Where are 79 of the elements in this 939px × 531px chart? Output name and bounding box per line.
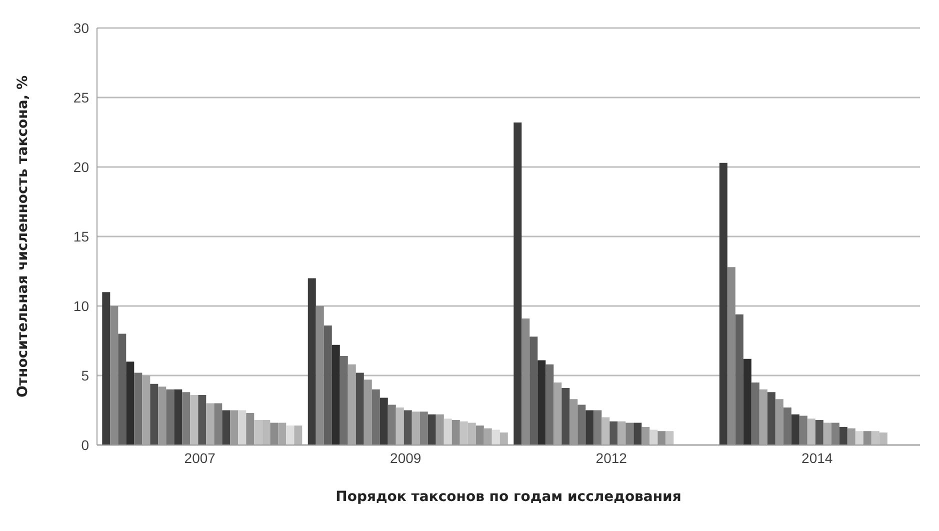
- bar: [308, 278, 316, 445]
- bar: [514, 122, 522, 445]
- bar: [562, 388, 570, 445]
- bar: [751, 382, 760, 445]
- bar: [286, 426, 294, 445]
- y-tick-label: 0: [81, 436, 90, 453]
- bar: [150, 384, 158, 445]
- bar: [484, 428, 492, 445]
- bar: [799, 416, 808, 445]
- y-axis-title: Относительная численность таксона, %: [14, 75, 31, 398]
- bar: [332, 344, 340, 445]
- bar: [198, 394, 206, 445]
- bar: [546, 364, 554, 445]
- bar: [634, 422, 642, 445]
- bar: [444, 418, 452, 445]
- bar: [222, 410, 230, 445]
- bar: [626, 422, 634, 445]
- bar: [420, 412, 428, 445]
- bar: [428, 414, 436, 445]
- bar: [340, 356, 348, 445]
- bar: [214, 403, 222, 445]
- x-tick-label: 2009: [390, 450, 422, 466]
- bar: [404, 410, 412, 445]
- bar: [743, 358, 752, 445]
- bar: [142, 376, 150, 445]
- bar: [727, 267, 736, 445]
- x-tick-label: 2012: [596, 450, 628, 466]
- bar: [767, 392, 776, 445]
- bar: [102, 292, 110, 445]
- bar: [578, 404, 586, 445]
- y-tick-label: 15: [73, 228, 90, 244]
- x-tick-label: 2014: [802, 450, 833, 466]
- y-tick-label: 10: [73, 298, 90, 314]
- bar: [650, 430, 658, 445]
- bar: [791, 414, 800, 445]
- bar: [126, 362, 134, 445]
- bar: [618, 421, 626, 445]
- bar: [166, 389, 174, 445]
- bar: [759, 389, 768, 445]
- bar: [554, 382, 562, 445]
- bar: [538, 360, 546, 445]
- y-tick-label: 5: [81, 367, 90, 384]
- bar: [110, 306, 118, 445]
- bar: [278, 422, 286, 445]
- bar: [783, 407, 792, 445]
- y-tick-label: 25: [73, 89, 90, 106]
- bar: [839, 426, 848, 445]
- bar: [476, 426, 484, 445]
- bar: [855, 431, 864, 445]
- bar: [823, 422, 832, 445]
- x-tick-label: 2007: [184, 450, 216, 466]
- bar: [372, 389, 380, 445]
- bar: [206, 403, 214, 445]
- bar: [492, 430, 500, 445]
- bar: [118, 334, 126, 445]
- bar: [348, 364, 356, 445]
- y-tick-label: 30: [73, 20, 90, 36]
- bar: [530, 336, 538, 445]
- bar: [316, 306, 324, 445]
- y-tick-label: 20: [73, 158, 90, 175]
- bar: [182, 392, 190, 445]
- bar: [586, 410, 594, 445]
- bar: [412, 412, 420, 445]
- bar: [238, 410, 246, 445]
- bar: [815, 420, 824, 445]
- bar: [324, 325, 332, 445]
- x-axis-title: Порядок таксонов по годам исследования: [336, 489, 682, 505]
- bar: [522, 318, 530, 445]
- bar: [270, 422, 278, 445]
- bar: [134, 372, 142, 445]
- bar: [594, 410, 602, 445]
- bar: [356, 372, 364, 445]
- bar: [831, 422, 840, 445]
- bar: [719, 162, 728, 445]
- bar: [174, 389, 182, 445]
- bar: [380, 398, 388, 445]
- bar: [388, 404, 396, 445]
- bar: [735, 314, 744, 445]
- bar: [610, 421, 618, 445]
